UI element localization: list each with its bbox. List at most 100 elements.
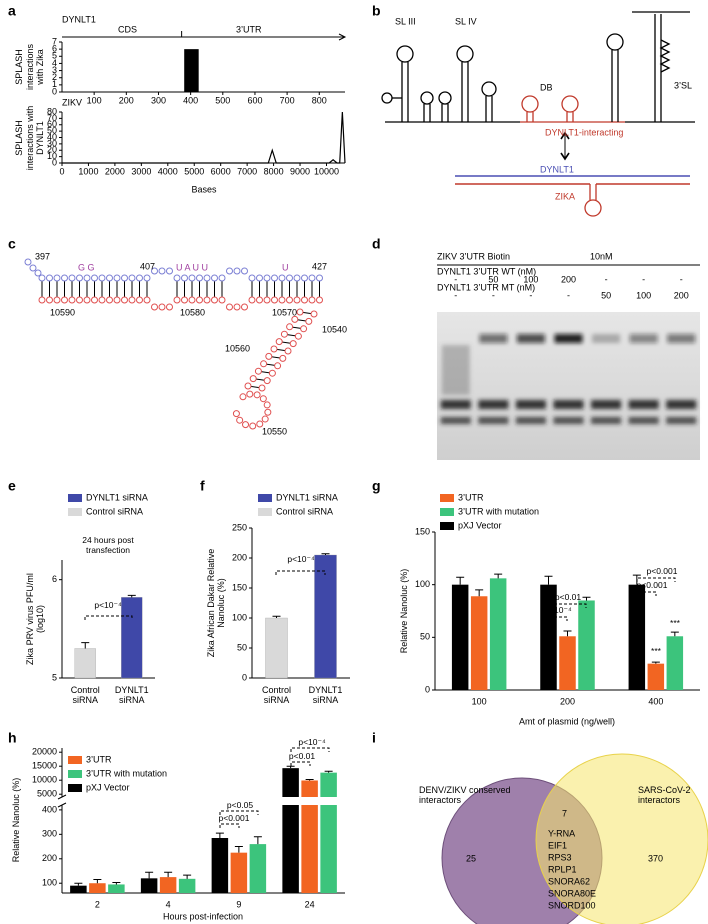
- lane-value: 200: [674, 290, 689, 300]
- panel-label: b: [372, 3, 381, 19]
- position-label: 10540: [322, 324, 347, 334]
- x-tick-label: 600: [247, 95, 262, 105]
- y-tick-label: 5: [52, 672, 57, 682]
- stem: [401, 62, 409, 122]
- nucleotide: [83, 296, 91, 304]
- nucleotide: [256, 274, 263, 282]
- stem: [485, 96, 493, 122]
- position-label: 407: [140, 261, 155, 271]
- nucleotide: [286, 323, 294, 331]
- nucleotide: [106, 274, 113, 282]
- gel-band: [478, 417, 509, 424]
- bar: [470, 596, 488, 690]
- y-tick-label: 3: [52, 65, 57, 75]
- nucleotide: [248, 274, 256, 282]
- nucleotide: [293, 274, 301, 282]
- venn-item: EIF1: [548, 840, 567, 850]
- gel-header: DYNLT1 3’UTR MT (nM): [437, 282, 535, 292]
- y-tick-label: 100: [232, 612, 247, 622]
- nucleotide: [173, 296, 181, 304]
- bar: [282, 768, 299, 893]
- lane-value: 100: [523, 274, 538, 284]
- nucleotide: [106, 296, 113, 304]
- lane-value: -: [605, 274, 608, 284]
- annotation-box: p<10⁻⁴: [544, 605, 571, 615]
- error-bar: [494, 573, 503, 579]
- annotation-box: 24 hours post transfection: [82, 535, 134, 555]
- gel-band: [628, 417, 659, 424]
- x-tick-label: 2000: [105, 166, 125, 176]
- error-bar: [145, 871, 154, 879]
- y-tick-label: 6: [52, 44, 57, 54]
- region-label: CDS: [118, 24, 137, 34]
- position-label: 10550: [262, 426, 287, 436]
- nucleotide: [264, 408, 272, 416]
- panel-label: i: [372, 730, 376, 746]
- y-axis-label-box: SPLASH interactions with DYNLT1: [14, 106, 45, 171]
- arrow-head: [338, 33, 347, 41]
- nucleotide: [310, 310, 318, 318]
- gel-band: [591, 400, 622, 409]
- x-tick-label: 4: [166, 899, 171, 909]
- nucleotide: [270, 345, 278, 353]
- annotation: p<0.001: [646, 566, 678, 577]
- nucleotide: [289, 340, 297, 348]
- nucleotide: [211, 296, 218, 304]
- y-axis-label: Relative Nanoluc (%): [10, 777, 21, 863]
- panel-label: d: [372, 236, 381, 252]
- significance-bracket: [84, 615, 133, 620]
- position-label: 10590: [50, 307, 75, 317]
- nucleotide: [268, 369, 276, 377]
- y-tick-label: 6: [52, 574, 57, 584]
- error-bar: [305, 779, 314, 781]
- diagram-label: DB: [540, 82, 553, 92]
- x-tick-label-box: Control siRNA: [71, 685, 100, 705]
- error-bar: [651, 661, 660, 664]
- nucleotide: [293, 296, 301, 304]
- y-tick-label: 400: [42, 804, 57, 814]
- x-tick-label: DYNLT1 siRNA: [114, 684, 149, 705]
- legend-label: DYNLT1 siRNA: [86, 492, 148, 502]
- nucleotide: [136, 274, 143, 282]
- y-tick-label: 4: [52, 58, 57, 68]
- nucleotide: [53, 296, 61, 304]
- nucleotide: [249, 422, 257, 430]
- error-bar: [272, 615, 281, 618]
- nucleotide: [166, 303, 173, 311]
- nucleotide: [265, 352, 273, 360]
- y-tick-label: 150: [415, 526, 430, 536]
- stem: [526, 112, 534, 122]
- nucleotide: [300, 325, 308, 333]
- significance-bracket: [547, 616, 568, 621]
- nucleotide: [38, 296, 46, 304]
- nucleotide: [241, 303, 248, 311]
- lane-value: -: [454, 290, 457, 300]
- x-tick-label: 500: [215, 95, 230, 105]
- gel-band: [516, 334, 545, 343]
- venn-item: SNORA62: [548, 876, 590, 886]
- significance-bracket: [219, 810, 259, 815]
- significance-bracket: [290, 747, 330, 752]
- nucleotide: [143, 274, 151, 282]
- bar: [140, 878, 158, 893]
- x-tick-label: 9000: [290, 166, 310, 176]
- stem: [566, 112, 574, 122]
- gel-smear: [441, 345, 470, 395]
- stem: [423, 104, 431, 122]
- error-bar: [456, 576, 465, 585]
- lane-value: 100: [636, 290, 651, 300]
- nucleotide: [113, 296, 121, 304]
- nucleotide: [278, 274, 286, 282]
- legend-swatch: [258, 494, 272, 502]
- venn-item: RPLP1: [548, 864, 577, 874]
- bar: [265, 617, 288, 679]
- bar: [559, 636, 576, 690]
- x-tick-label: Control siRNA: [261, 684, 291, 705]
- nucleotide: [196, 274, 203, 282]
- axis-break: [63, 797, 346, 805]
- annotation-box: p<10⁻⁴: [94, 600, 121, 610]
- annotation: ***: [651, 646, 661, 657]
- y-tick-label: 5: [52, 51, 57, 61]
- bar: [159, 877, 177, 893]
